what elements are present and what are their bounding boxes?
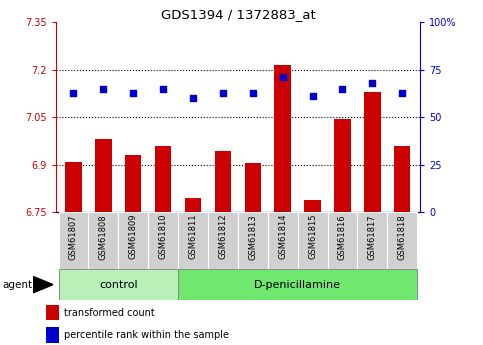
Text: percentile rank within the sample: percentile rank within the sample — [64, 330, 229, 340]
Text: agent: agent — [2, 280, 32, 289]
Bar — [118, 212, 148, 269]
Bar — [58, 269, 178, 300]
Text: GSM61814: GSM61814 — [278, 214, 287, 259]
Text: GSM61808: GSM61808 — [99, 214, 108, 259]
Bar — [274, 65, 291, 212]
Bar — [215, 150, 231, 212]
Polygon shape — [33, 276, 53, 293]
Text: GSM61811: GSM61811 — [188, 214, 198, 259]
Text: GSM61815: GSM61815 — [308, 214, 317, 259]
Point — [129, 90, 137, 95]
Bar — [58, 212, 88, 269]
Bar — [387, 212, 417, 269]
Text: GSM61816: GSM61816 — [338, 214, 347, 259]
Point — [189, 96, 197, 101]
Point — [159, 86, 167, 91]
Point — [99, 86, 107, 91]
Point — [279, 75, 286, 80]
Bar — [178, 212, 208, 269]
Point — [369, 80, 376, 86]
Text: GSM61813: GSM61813 — [248, 214, 257, 259]
Text: GSM61807: GSM61807 — [69, 214, 78, 259]
Bar — [268, 212, 298, 269]
Bar — [95, 139, 112, 212]
Text: GSM61817: GSM61817 — [368, 214, 377, 259]
Text: GSM61818: GSM61818 — [398, 214, 407, 259]
Point — [339, 86, 346, 91]
Text: D-penicillamine: D-penicillamine — [254, 280, 341, 289]
Bar — [178, 269, 417, 300]
Bar — [208, 212, 238, 269]
Bar — [244, 163, 261, 212]
Bar — [357, 212, 387, 269]
Bar — [238, 212, 268, 269]
Bar — [334, 119, 351, 212]
Bar — [88, 212, 118, 269]
Point — [309, 93, 316, 99]
Bar — [185, 198, 201, 212]
Title: GDS1394 / 1372883_at: GDS1394 / 1372883_at — [160, 8, 315, 21]
Text: GSM61812: GSM61812 — [218, 214, 227, 259]
Bar — [65, 161, 82, 212]
Text: GSM61810: GSM61810 — [158, 214, 168, 259]
Bar — [298, 212, 327, 269]
Bar — [125, 155, 142, 212]
Bar — [46, 327, 58, 343]
Bar — [304, 199, 321, 212]
Bar — [46, 305, 58, 320]
Point — [219, 90, 227, 95]
Bar — [394, 146, 411, 212]
Point — [398, 90, 406, 95]
Bar — [148, 212, 178, 269]
Point — [249, 90, 256, 95]
Bar — [327, 212, 357, 269]
Bar — [155, 146, 171, 212]
Point — [70, 90, 77, 95]
Text: control: control — [99, 280, 138, 289]
Text: transformed count: transformed count — [64, 308, 155, 318]
Text: GSM61809: GSM61809 — [129, 214, 138, 259]
Bar — [364, 92, 381, 212]
